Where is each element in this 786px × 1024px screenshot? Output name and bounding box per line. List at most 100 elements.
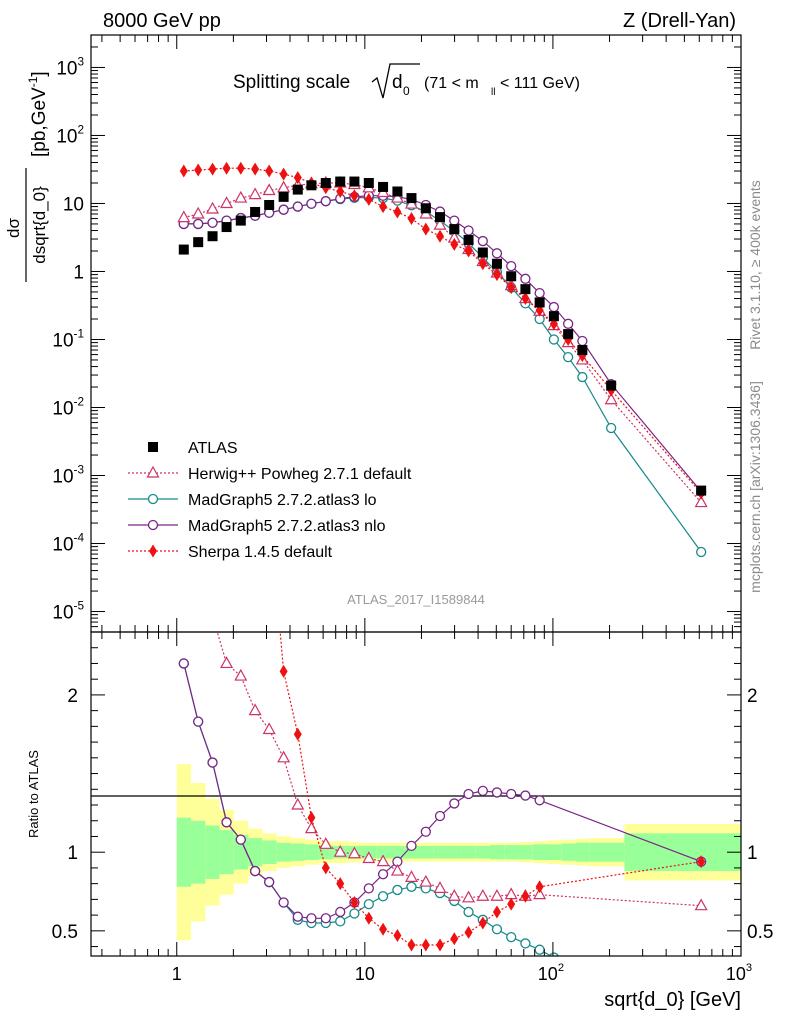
atlas-point [548,311,559,322]
atlas-point [207,231,218,242]
atlas-point [392,186,403,197]
mg_nlo-point [292,201,303,212]
mg_nlo-point [420,826,431,837]
tick-label: 1 [172,964,182,984]
sherpa-point [307,811,316,825]
legend-marker-herwig [146,465,160,478]
atlas-point [378,181,389,192]
tick-label: 103 [726,962,752,984]
mg_nlo-point [292,911,303,922]
legend-label-herwig: Herwig++ Powheg 2.7.1 default [188,466,412,483]
herwig-point [419,874,433,887]
herwig-point [533,887,547,900]
sherpa-point [421,938,430,952]
tick-label: 1 [67,843,78,864]
atlas-point [178,244,189,255]
sherpa-point [407,212,416,226]
mg_nlo-point [320,196,331,207]
atlas-point [306,180,317,191]
sherpa-point [279,664,288,678]
legend: ATLAS Herwig++ Powheg 2.7.1 default MadGra… [128,440,412,561]
mg_lo-point [606,422,617,434]
inner-title-cut-end: < 111 GeV) [500,75,580,92]
atlas-point [193,237,204,248]
tick-label: 10-4 [52,532,84,556]
band-inner-bin [575,842,590,862]
band-inner-bin [433,845,448,859]
band-inner-bin [504,845,519,860]
mg_lo-point [548,334,560,345]
sherpa-point [208,162,217,176]
herwig-point [433,881,447,893]
mg_nlo-point [562,318,574,329]
mg_lo-point [363,898,374,910]
mg_nlo-point [520,790,531,801]
mg_nlo-point [434,810,446,822]
tick-label: 10-3 [52,464,84,488]
atlas-point [534,297,545,308]
sherpa-point [379,922,388,936]
sherpa-point [350,189,359,203]
tick-label: 103 [56,55,84,79]
mg_nlo-point [449,215,460,226]
mg_nlo-point [534,795,545,806]
tick-label: 0.5 [52,922,78,943]
atlas-point [320,177,331,188]
sherpa-point [321,861,330,875]
sherpa-point [507,281,516,295]
mg_nlo-point [207,217,218,228]
tick-label: 10-2 [52,395,84,419]
main-ylabel-top: dσ [4,218,23,238]
sherpa-point [407,938,416,952]
mg_nlo-point [491,787,503,798]
atlas-point [250,206,261,217]
mg_nlo-point [207,757,218,768]
x-axis-label: sqrt{d_0} [GeV] [604,989,741,1011]
mg_nlo-point [306,913,317,924]
mg_nlo-point [193,218,204,230]
band-inner-bin [291,843,305,861]
main-frame [90,34,742,633]
mg_nlo-point [491,248,503,259]
sherpa-point [364,911,373,925]
atlas-point [278,191,289,202]
axis-ticks [91,34,742,956]
band-inner-bin [561,843,576,861]
band-inner-bin [376,845,391,859]
main-ylabel-bottom: dsqrt{d_0} [30,186,49,264]
atlas-point [264,199,275,210]
header-left: 8000 GeV pp [103,10,221,32]
mg_nlo-point [449,798,460,809]
ratio-uncertainty-band [176,764,741,941]
mg_nlo-point [577,335,588,347]
herwig-point [433,217,447,230]
herwig-point [362,851,376,864]
ratio-series-layer [178,595,708,956]
mg_nlo-point [221,817,232,828]
atlas-point [420,203,431,214]
herwig-point [490,888,504,901]
atlas-point [235,215,246,226]
tick-label: 102 [56,123,84,147]
legend-label-atlas: ATLAS [188,440,238,457]
sherpa-point [179,164,188,178]
herwig-point [390,863,404,876]
side-mcplots-text: mcplots.cern.ch [arXiv:1306.3436] [747,381,763,593]
herwig-point [694,495,708,508]
mg_nlo-point [335,906,346,918]
herwig-point [193,595,204,605]
mg_lo-point [491,924,503,935]
sherpa-point [421,222,430,236]
herwig-point [262,183,276,196]
herwig-point [220,656,234,669]
mg_nlo-point [363,883,374,894]
tick-label: 2 [67,686,78,707]
legend-label-sherpa: Sherpa 1.4.5 default [188,544,333,561]
sherpa-point [293,171,302,185]
main-series-layer [177,161,708,558]
atlas-point [506,271,517,282]
sherpa-point [464,925,473,939]
sherpa-point [364,192,373,206]
sherpa-point [251,162,260,176]
band-inner-bin [518,845,533,860]
